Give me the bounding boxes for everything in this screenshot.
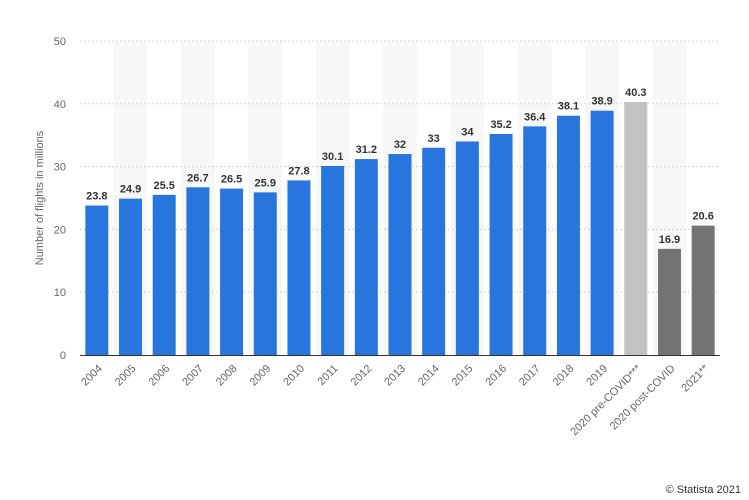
x-tick-label: 2012 bbox=[349, 363, 375, 389]
x-tick-label: 2007 bbox=[180, 363, 206, 389]
x-tick-label: 2006 bbox=[147, 363, 173, 389]
data-label: 33 bbox=[428, 133, 440, 145]
data-label: 40.3 bbox=[625, 87, 646, 99]
bar[interactable] bbox=[253, 192, 277, 355]
y-tick-label: 10 bbox=[54, 287, 66, 299]
x-tick-label: 2011 bbox=[316, 363, 341, 388]
data-labels: 23.8 24.9 25.5 26.7 26.5 25.9 27.8 30.1 31.2 32 33… bbox=[86, 87, 714, 246]
data-label: 31.2 bbox=[356, 144, 377, 156]
x-axis-ticks: 2004 2005 2006 2007 2008 2009 2010 2011 2012 2013… bbox=[79, 362, 712, 438]
x-tick-label: 2014 bbox=[416, 363, 442, 389]
data-label: 38.9 bbox=[591, 96, 612, 108]
bar[interactable] bbox=[388, 154, 412, 355]
x-tick-label: 2019 bbox=[584, 363, 610, 389]
data-label: 20.6 bbox=[692, 211, 713, 223]
bar[interactable] bbox=[691, 225, 715, 355]
y-axis-ticks: 0 10 20 30 40 50 bbox=[54, 36, 66, 362]
bar[interactable] bbox=[489, 133, 513, 355]
y-tick-label: 0 bbox=[60, 350, 66, 362]
data-label: 25.5 bbox=[153, 180, 174, 192]
x-tick-label: 2004 bbox=[79, 363, 105, 389]
data-label: 26.5 bbox=[221, 174, 242, 186]
bar[interactable] bbox=[455, 141, 479, 355]
bar[interactable] bbox=[85, 205, 109, 355]
y-tick-label: 30 bbox=[54, 162, 66, 174]
x-tick-label: 2010 bbox=[281, 363, 307, 389]
bar[interactable] bbox=[422, 147, 446, 355]
x-tick-label: 2008 bbox=[214, 363, 240, 389]
y-tick-label: 20 bbox=[54, 224, 66, 236]
data-label: 35.2 bbox=[490, 119, 511, 131]
data-label: 38.1 bbox=[558, 101, 579, 113]
data-label: 23.8 bbox=[86, 191, 107, 203]
data-label: 32 bbox=[394, 139, 406, 151]
y-axis-label: Number of flights in millions bbox=[34, 130, 46, 265]
bar[interactable] bbox=[152, 194, 176, 355]
x-tick-label: 2020 post-COVID bbox=[608, 363, 678, 433]
y-tick-label: 40 bbox=[54, 99, 66, 111]
x-tick-label: 2015 bbox=[450, 363, 476, 389]
x-tick-label: 2021** bbox=[679, 362, 711, 394]
bar[interactable] bbox=[287, 180, 311, 355]
data-label: 27.8 bbox=[288, 165, 309, 177]
data-label: 24.9 bbox=[120, 184, 141, 196]
data-label: 34 bbox=[461, 126, 474, 138]
data-label: 16.9 bbox=[659, 234, 680, 246]
data-label: 25.9 bbox=[255, 177, 276, 189]
bar[interactable] bbox=[556, 115, 580, 356]
data-label: 26.7 bbox=[187, 172, 208, 184]
x-tick-label: 2016 bbox=[483, 363, 509, 389]
bar[interactable] bbox=[523, 126, 547, 356]
x-tick-label: 2013 bbox=[382, 363, 408, 389]
bar[interactable] bbox=[354, 159, 378, 355]
bars bbox=[85, 101, 715, 356]
bar[interactable] bbox=[590, 110, 614, 355]
data-label: 36.4 bbox=[524, 111, 546, 123]
x-tick-label: 2009 bbox=[248, 363, 274, 389]
bar[interactable] bbox=[220, 188, 244, 355]
data-label: 30.1 bbox=[322, 151, 343, 163]
y-tick-label: 50 bbox=[54, 36, 66, 48]
bar[interactable] bbox=[186, 187, 210, 355]
bar[interactable] bbox=[321, 165, 345, 355]
x-tick-label: 2018 bbox=[551, 363, 577, 389]
statista-credit[interactable]: © Statista 2021 bbox=[665, 484, 741, 496]
bar[interactable] bbox=[624, 101, 648, 355]
bar[interactable] bbox=[657, 248, 681, 355]
x-tick-label: 2005 bbox=[113, 363, 139, 389]
x-tick-label: 2017 bbox=[517, 363, 543, 389]
bar[interactable] bbox=[119, 198, 143, 355]
